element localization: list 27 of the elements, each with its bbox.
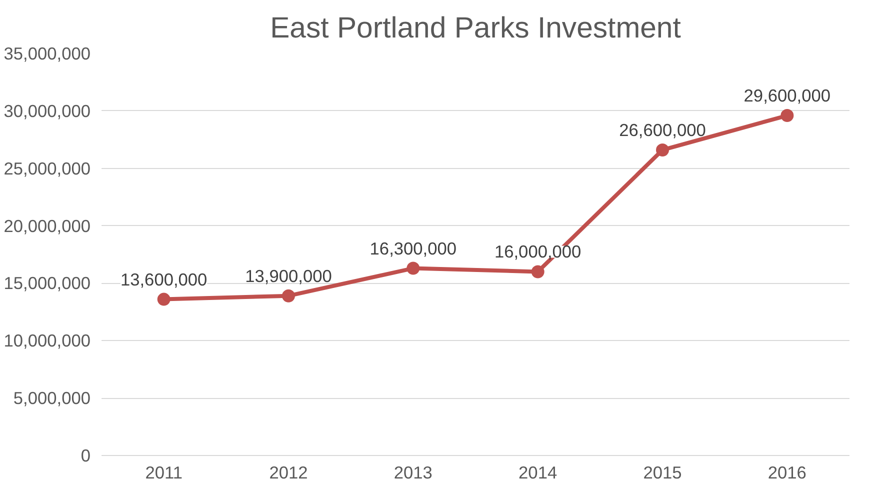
y-tick-label: 10,000,000	[4, 330, 91, 351]
chart-title: East Portland Parks Investment	[270, 12, 681, 44]
point	[157, 292, 170, 306]
y-tick-label: 25,000,000	[4, 158, 91, 178]
point	[656, 143, 669, 156]
x-tick-label: 2016	[768, 462, 806, 482]
text: 13,600,000	[120, 269, 208, 290]
y-tick-label: 35,000,000	[4, 44, 91, 64]
point	[282, 289, 295, 302]
point	[780, 109, 794, 122]
x-tick-label: 2014	[518, 462, 558, 482]
x-tick-label: 2013	[394, 462, 432, 482]
y-tick-label: 5,000,000	[13, 388, 91, 408]
y-tick-label: 0	[80, 446, 91, 466]
text: 29,600,000	[744, 86, 831, 106]
point	[406, 262, 420, 275]
y-tick-label: 20,000,000	[4, 216, 91, 236]
x-tick-label: 2015	[643, 462, 682, 482]
text: 16,300,000	[370, 238, 457, 258]
text: 26,600,000	[619, 120, 706, 140]
text: 16,000,000	[494, 242, 582, 262]
x-tick-label: 2011	[145, 462, 182, 482]
y-tick-label: 15,000,000	[4, 273, 91, 294]
text: 13,900,000	[245, 266, 332, 286]
y-tick-label: 30,000,000	[4, 100, 91, 121]
x-tick-label: 2012	[269, 462, 308, 482]
point	[531, 265, 544, 278]
